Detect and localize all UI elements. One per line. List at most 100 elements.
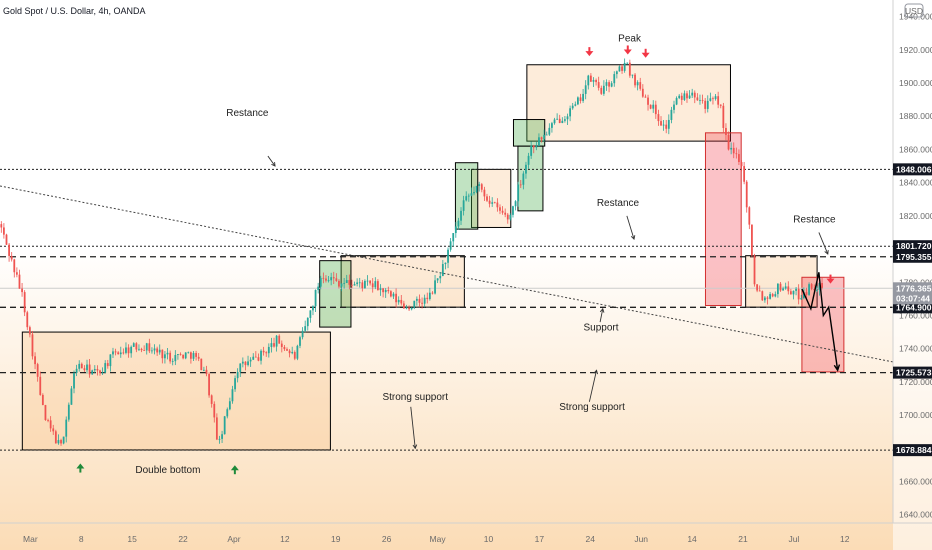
candle-body [267,346,270,354]
candle-body [182,354,185,359]
candle-body [158,349,161,353]
candle [421,297,423,309]
candle-body [795,288,797,291]
candle-body [431,292,434,294]
candle-body [104,363,107,373]
candle-body [358,282,361,284]
candle-body [47,420,49,421]
candle [449,238,452,252]
candle-body [654,104,657,115]
candle [338,279,340,289]
candle [197,352,200,362]
candle [678,94,681,100]
candle-body [719,104,722,106]
candle [26,310,29,331]
candle [535,141,538,151]
candle [512,205,514,218]
candle-body [486,196,488,201]
candle [184,352,187,360]
candle [132,342,135,348]
candle-body [28,327,31,335]
candle [704,98,707,114]
candle-body [234,378,236,390]
arrow-head [623,49,632,55]
candle [265,351,268,357]
candle-body [436,278,439,281]
candle [810,282,813,291]
x-tick-label: Jul [788,534,799,544]
currency-badge-box[interactable] [904,3,924,18]
candle [452,232,455,247]
candle-body [379,288,382,291]
down-arrow-icon [623,45,632,55]
candle [797,284,800,305]
candle-body [65,419,68,437]
candle-body [348,280,351,285]
candle [613,71,616,87]
candle-body [54,431,57,444]
candle-body [280,343,283,347]
candle-body [153,348,156,351]
candle [21,283,23,297]
arrow-head [230,465,239,471]
candle [615,70,618,79]
currency-badge[interactable]: USD [905,6,923,16]
candle-body [384,289,387,293]
candle [514,200,517,211]
candle [54,429,57,444]
candle-body [589,75,592,82]
candle [252,353,255,361]
pointer-arrow [818,232,829,255]
candle-body [657,114,660,122]
candle-body [592,80,595,82]
candle-body [210,395,213,404]
candle-body [278,335,281,344]
chart-title: Gold Spot / U.S. Dollar, 4h, OANDA [3,6,146,16]
candle-body [789,291,792,295]
candle [740,160,743,172]
candle [647,94,649,111]
candle-body [130,346,133,354]
pointer-arrow-head [593,369,599,375]
annotation-label: Restance [226,108,269,119]
x-tick-label: 14 [687,534,697,544]
candle [41,393,44,406]
candle [589,73,592,82]
candle [99,369,101,376]
candle-body [265,352,268,354]
candle-body [600,87,603,94]
candle [618,65,621,72]
candles-layer [0,58,823,446]
candle-body [197,356,200,359]
candle-body [314,289,317,307]
candle-body [413,300,416,308]
arrow-head [826,278,835,284]
candle-body [21,288,23,293]
candle-body [140,348,143,351]
candle [304,320,307,333]
candle [109,354,112,372]
candle [23,290,26,317]
candle-body [680,95,683,100]
candle [200,358,203,371]
candle-body [88,364,91,375]
candle [223,415,226,435]
candle-body [800,298,803,300]
candle-body [96,368,99,371]
candle [641,84,644,98]
candle-body [244,361,247,366]
y-tick-label: 1640.000 [899,510,932,520]
candle [384,288,387,298]
candle-body [236,371,239,379]
candle-body [678,95,681,99]
candle [202,366,205,372]
candle-body [454,226,457,234]
candle-body [434,280,436,294]
candle-body [571,105,574,109]
candle [808,282,810,296]
candle [660,116,662,126]
candle-body [400,299,403,304]
candle [774,291,777,298]
candle [725,123,727,141]
